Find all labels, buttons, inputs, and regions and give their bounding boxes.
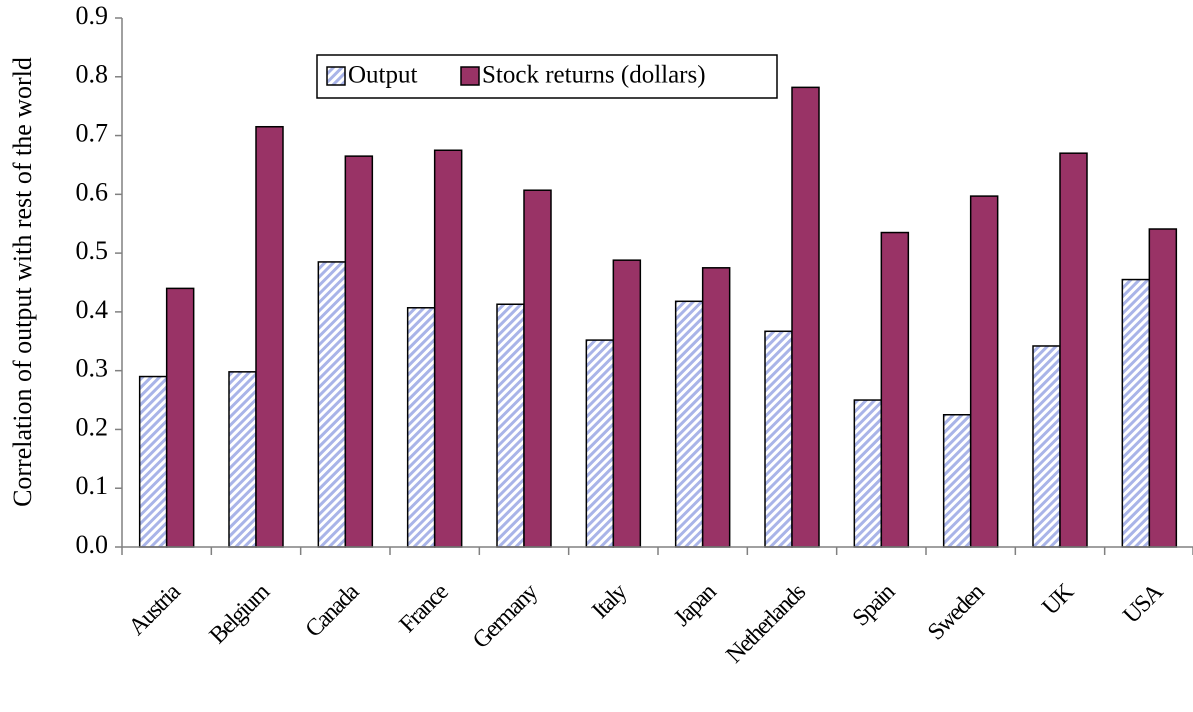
bar (585, 339, 615, 548)
bar (612, 259, 642, 548)
bar (853, 399, 883, 548)
legend-swatch (326, 66, 346, 86)
bar (969, 195, 999, 548)
y-tick-label: 0.4 (76, 295, 109, 324)
x-tick-label: Italy (587, 579, 632, 624)
y-tick-label: 0.3 (76, 354, 109, 383)
x-tick-label: Sweden (923, 579, 990, 646)
bar (1121, 278, 1151, 548)
legend-label: Output (348, 62, 418, 89)
bar (764, 330, 793, 548)
x-tick-label: USA (1118, 578, 1169, 629)
bar (1059, 152, 1088, 548)
bar (165, 287, 195, 548)
legend-box (316, 54, 778, 99)
legend-label: Stock returns (dollars) (482, 62, 706, 89)
y-tick-label: 0.1 (76, 471, 109, 500)
y-tick-label: 0.6 (76, 177, 109, 206)
bar (433, 149, 463, 548)
y-tick-label: 0.9 (76, 1, 109, 30)
y-axis-label: Correlation of output with rest of the w… (8, 57, 37, 507)
y-tick-label: 0.8 (76, 60, 109, 89)
bar (496, 303, 525, 548)
x-tick-label: Germany (468, 579, 543, 654)
bar (138, 375, 168, 548)
x-tick-label: Belgium (205, 578, 276, 649)
y-tick-label: 0.7 (76, 119, 109, 148)
bar (674, 300, 704, 548)
bar (255, 125, 284, 548)
bar (791, 86, 820, 548)
x-tick-label: France (395, 579, 454, 638)
x-tick-label: Spain (848, 579, 901, 632)
bar (880, 231, 910, 548)
x-tick-label: Netherlands (721, 579, 811, 669)
legend-swatch (460, 66, 480, 86)
legend: Output Stock returns (dollars) (316, 54, 778, 99)
x-tick-label: UK (1037, 578, 1079, 620)
bar (1032, 345, 1061, 548)
bar (1148, 228, 1178, 548)
bar (406, 307, 436, 548)
y-tick-label: 0.2 (76, 412, 109, 441)
bar (523, 189, 552, 548)
x-tick-label: Canada (301, 578, 365, 642)
bar (317, 261, 347, 548)
x-tick-label: Japan (669, 579, 722, 632)
bar (344, 155, 374, 548)
bar (701, 267, 731, 548)
bar (228, 371, 257, 548)
bar (942, 414, 972, 548)
y-tick-label: 0.5 (76, 236, 109, 265)
x-tick-label: Austria (124, 578, 186, 640)
y-tick-label: 0.0 (76, 530, 109, 559)
